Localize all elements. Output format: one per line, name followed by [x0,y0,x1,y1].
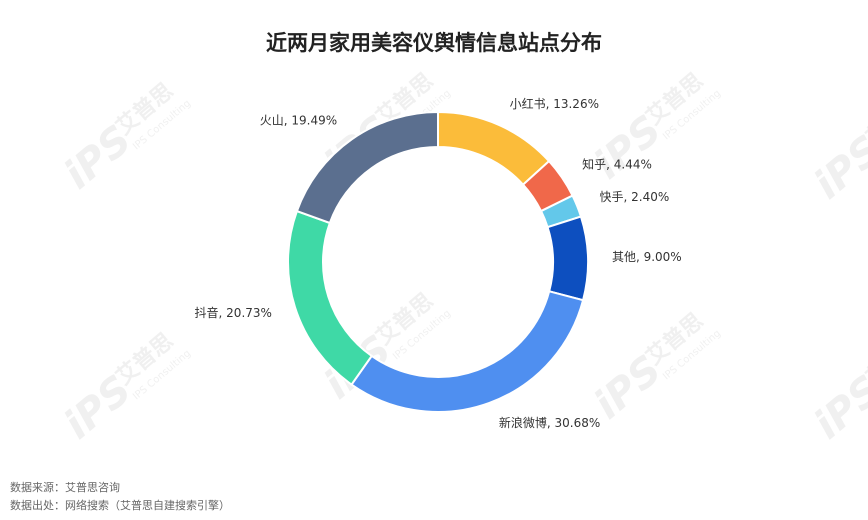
donut-segment [295,110,439,225]
watermark-logo: iPS [806,367,868,448]
watermark-brand: 艾普思 [641,308,708,370]
data-label: 抖音, 20.73% [195,305,272,320]
watermark-brand: 艾普思 [111,78,178,140]
footnote: 数据出处：网络搜索（艾普思自建搜索引擎） [10,498,230,512]
data-label: 快手, 2.40% [600,190,670,204]
data-label: 新浪微博, 30.68% [499,415,600,430]
data-label: 知乎, 4.44% [582,158,652,172]
chart-title: 近两月家用美容仪舆情信息站点分布 [266,31,602,55]
data-label: 小红书, 13.26% [510,96,599,111]
data-label: 火山, 19.49% [260,114,337,128]
donut-segment [287,209,374,386]
donut-segment [437,110,551,187]
donut-segment [546,215,589,302]
watermark-brand: 艾普思 [371,288,438,350]
watermark-brand: 艾普思 [111,328,178,390]
watermark-logo: iPS [806,127,868,208]
watermark-brand: 艾普思 [641,68,708,130]
data-label: 其他, 9.00% [612,250,682,264]
footnote: 数据来源：艾普思咨询 [10,480,120,494]
